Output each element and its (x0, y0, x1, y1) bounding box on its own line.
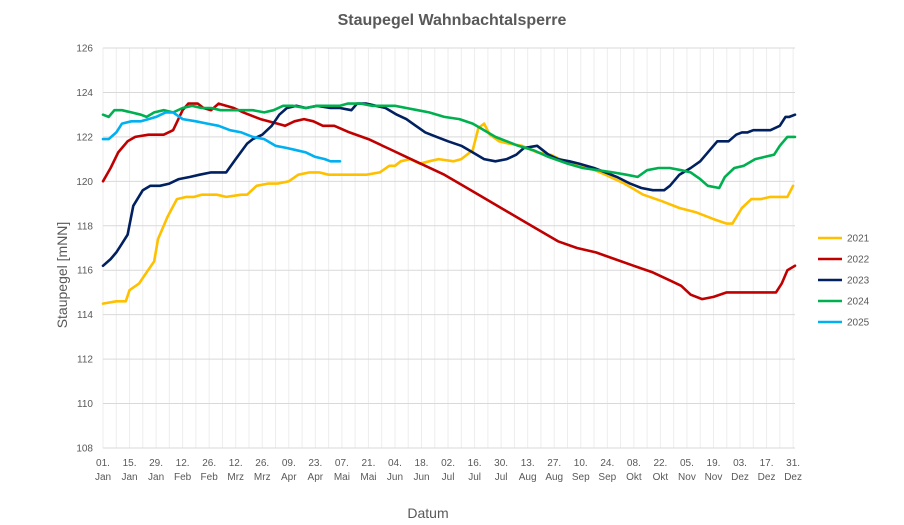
legend-label-2023: 2023 (847, 276, 870, 287)
x-tick-label-month: Nov (678, 472, 696, 483)
y-tick-label: 108 (76, 444, 93, 455)
x-tick-label-day: 27. (547, 458, 561, 469)
x-tick-label-day: 07. (335, 458, 349, 469)
grid-layer (102, 47, 795, 449)
x-tick-label-month: Okt (653, 472, 669, 483)
x-tick-label-month: Aug (545, 472, 563, 483)
legend-label-2022: 2022 (847, 255, 870, 266)
x-tick-label-month: Mrz (227, 472, 244, 483)
x-tick-label-month: Feb (201, 472, 219, 483)
x-tick-label-month: Nov (705, 472, 723, 483)
x-tick-label-day: 09. (282, 458, 296, 469)
x-tick-label-month: Jun (387, 472, 403, 483)
y-tick-label: 124 (76, 88, 93, 99)
x-tick-label-month: Sep (572, 472, 590, 483)
x-tick-label-month: Dez (758, 472, 776, 483)
x-tick-label-day: 18. (415, 458, 429, 469)
x-tick-label-day: 23. (308, 458, 322, 469)
x-tick-label-day: 05. (680, 458, 694, 469)
x-tick-label-month: Mai (334, 472, 350, 483)
legend-label-2025: 2025 (847, 318, 870, 329)
x-axis-label: Datum (407, 505, 449, 521)
x-tick-label-day: 01. (96, 458, 110, 469)
x-tick-label-month: Sep (598, 472, 616, 483)
x-tick-label-month: Jan (95, 472, 111, 483)
y-axis-label: Staupegel [mNN] (54, 221, 70, 329)
x-tick-label-month: Feb (174, 472, 192, 483)
series-lines (101, 102, 797, 305)
x-tick-label-month: Okt (626, 472, 642, 483)
chart-title: Staupegel Wahnbachtalsperre (337, 12, 567, 29)
x-tick-label-day: 31. (786, 458, 800, 469)
y-tick-label: 114 (77, 310, 93, 321)
x-tick-label-month: Jul (442, 472, 455, 483)
x-tick-label-day: 03. (733, 458, 747, 469)
x-tick-label-month: Jul (468, 472, 481, 483)
x-tick-labels: 01. Jan 15. Jan 29. Jan 12. Feb 26. Feb 12. Mrz 26. M… (95, 458, 802, 483)
y-tick-label: 112 (77, 355, 93, 366)
x-tick-label-day: 04. (388, 458, 402, 469)
legend-label-2021: 2021 (847, 234, 870, 245)
x-tick-label-month: Apr (281, 472, 297, 483)
x-tick-label-day: 13. (521, 458, 535, 469)
x-tick-label-day: 29. (149, 458, 163, 469)
y-tick-label: 126 (76, 44, 93, 55)
y-tick-label: 118 (77, 221, 93, 232)
x-tick-label-month: Dez (784, 472, 802, 483)
y-tick-label: 116 (77, 266, 93, 277)
x-tick-label-month: Dez (731, 472, 749, 483)
x-tick-label-day: 12. (229, 458, 243, 469)
x-tick-label-month: Aug (519, 472, 537, 483)
x-tick-label-month: Mai (360, 472, 376, 483)
x-tick-label-day: 30. (494, 458, 508, 469)
x-tick-label-day: 16. (468, 458, 482, 469)
x-tick-label-day: 22. (653, 458, 667, 469)
x-tick-label-day: 02. (441, 458, 455, 469)
x-tick-label-month: Jun (413, 472, 429, 483)
x-tick-label-day: 19. (707, 458, 721, 469)
x-tick-label-month: Jan (121, 472, 137, 483)
y-tick-labels: 108 110 112 114 116 118 120 122 124 126 (76, 44, 93, 455)
y-tick-label: 122 (76, 132, 93, 143)
legend: 2021 2022 2023 2024 2025 (818, 234, 870, 329)
x-tick-label-day: 10. (574, 458, 588, 469)
y-tick-label: 120 (76, 177, 93, 188)
x-tick-label-day: 15. (123, 458, 137, 469)
y-tick-label: 110 (77, 399, 93, 410)
x-tick-label-day: 24. (600, 458, 614, 469)
series-line-2023 (101, 102, 797, 268)
x-tick-label-month: Apr (308, 472, 324, 483)
x-tick-label-day: 08. (627, 458, 641, 469)
x-tick-label-day: 26. (202, 458, 216, 469)
x-tick-label-day: 12. (176, 458, 190, 469)
x-tick-label-month: Jan (148, 472, 164, 483)
legend-label-2024: 2024 (847, 297, 870, 308)
x-tick-label-day: 26. (255, 458, 269, 469)
x-tick-label-month: Mrz (254, 472, 271, 483)
series-line-2024 (101, 102, 797, 190)
x-tick-label-day: 17. (760, 458, 774, 469)
x-tick-label-month: Jul (495, 472, 508, 483)
x-tick-label-day: 21. (361, 458, 375, 469)
series-line-2025 (101, 111, 342, 163)
